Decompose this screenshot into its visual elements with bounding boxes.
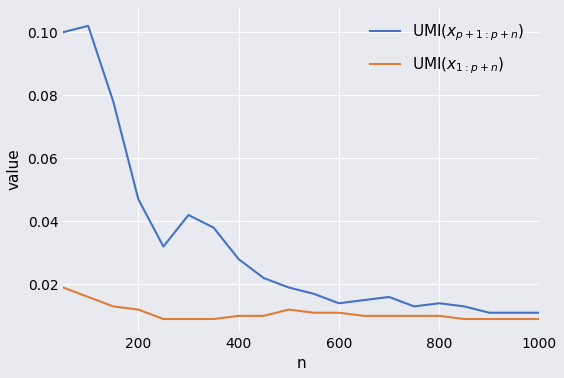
UMI$(x_{p+1:p+n})$ <box>511 310 518 315</box>
UMI$(x_{1:p+n})$ <box>235 314 242 318</box>
UMI$(x_{1:p+n})$ <box>486 317 493 321</box>
UMI$(x_{1:p+n})$ <box>185 317 192 321</box>
UMI$(x_{1:p+n})$ <box>436 314 443 318</box>
UMI$(x_{p+1:p+n})$ <box>411 304 417 309</box>
UMI$(x_{p+1:p+n})$ <box>60 30 67 34</box>
UMI$(x_{1:p+n})$ <box>411 314 417 318</box>
UMI$(x_{1:p+n})$ <box>135 307 142 312</box>
UMI$(x_{p+1:p+n})$ <box>185 213 192 217</box>
UMI$(x_{1:p+n})$ <box>360 314 367 318</box>
UMI$(x_{1:p+n})$ <box>60 285 67 290</box>
UMI$(x_{1:p+n})$ <box>210 317 217 321</box>
UMI$(x_{p+1:p+n})$ <box>436 301 443 305</box>
UMI$(x_{p+1:p+n})$ <box>261 276 267 280</box>
UMI$(x_{p+1:p+n})$ <box>360 298 367 302</box>
UMI$(x_{p+1:p+n})$ <box>536 310 543 315</box>
UMI$(x_{1:p+n})$ <box>85 295 91 299</box>
UMI$(x_{1:p+n})$ <box>536 317 543 321</box>
UMI$(x_{p+1:p+n})$ <box>336 301 342 305</box>
UMI$(x_{p+1:p+n})$ <box>386 295 393 299</box>
UMI$(x_{p+1:p+n})$ <box>285 285 292 290</box>
UMI$(x_{1:p+n})$ <box>110 304 117 309</box>
UMI$(x_{p+1:p+n})$ <box>160 244 167 249</box>
UMI$(x_{1:p+n})$ <box>261 314 267 318</box>
UMI$(x_{1:p+n})$ <box>310 310 317 315</box>
Line: UMI$(x_{1:p+n})$: UMI$(x_{1:p+n})$ <box>63 288 540 319</box>
X-axis label: n: n <box>297 356 306 371</box>
UMI$(x_{1:p+n})$ <box>461 317 468 321</box>
UMI$(x_{1:p+n})$ <box>386 314 393 318</box>
UMI$(x_{p+1:p+n})$ <box>235 257 242 262</box>
UMI$(x_{1:p+n})$ <box>160 317 167 321</box>
UMI$(x_{p+1:p+n})$ <box>310 291 317 296</box>
UMI$(x_{p+1:p+n})$ <box>210 225 217 230</box>
Legend: UMI$(x_{p+1:p+n})$, UMI$(x_{1:p+n})$: UMI$(x_{p+1:p+n})$, UMI$(x_{1:p+n})$ <box>362 15 532 83</box>
Y-axis label: value: value <box>7 149 22 190</box>
UMI$(x_{1:p+n})$ <box>511 317 518 321</box>
UMI$(x_{1:p+n})$ <box>336 310 342 315</box>
UMI$(x_{p+1:p+n})$ <box>110 99 117 104</box>
UMI$(x_{p+1:p+n})$ <box>85 23 91 28</box>
UMI$(x_{p+1:p+n})$ <box>135 197 142 201</box>
UMI$(x_{1:p+n})$ <box>285 307 292 312</box>
Line: UMI$(x_{p+1:p+n})$: UMI$(x_{p+1:p+n})$ <box>63 26 540 313</box>
UMI$(x_{p+1:p+n})$ <box>461 304 468 309</box>
UMI$(x_{p+1:p+n})$ <box>486 310 493 315</box>
